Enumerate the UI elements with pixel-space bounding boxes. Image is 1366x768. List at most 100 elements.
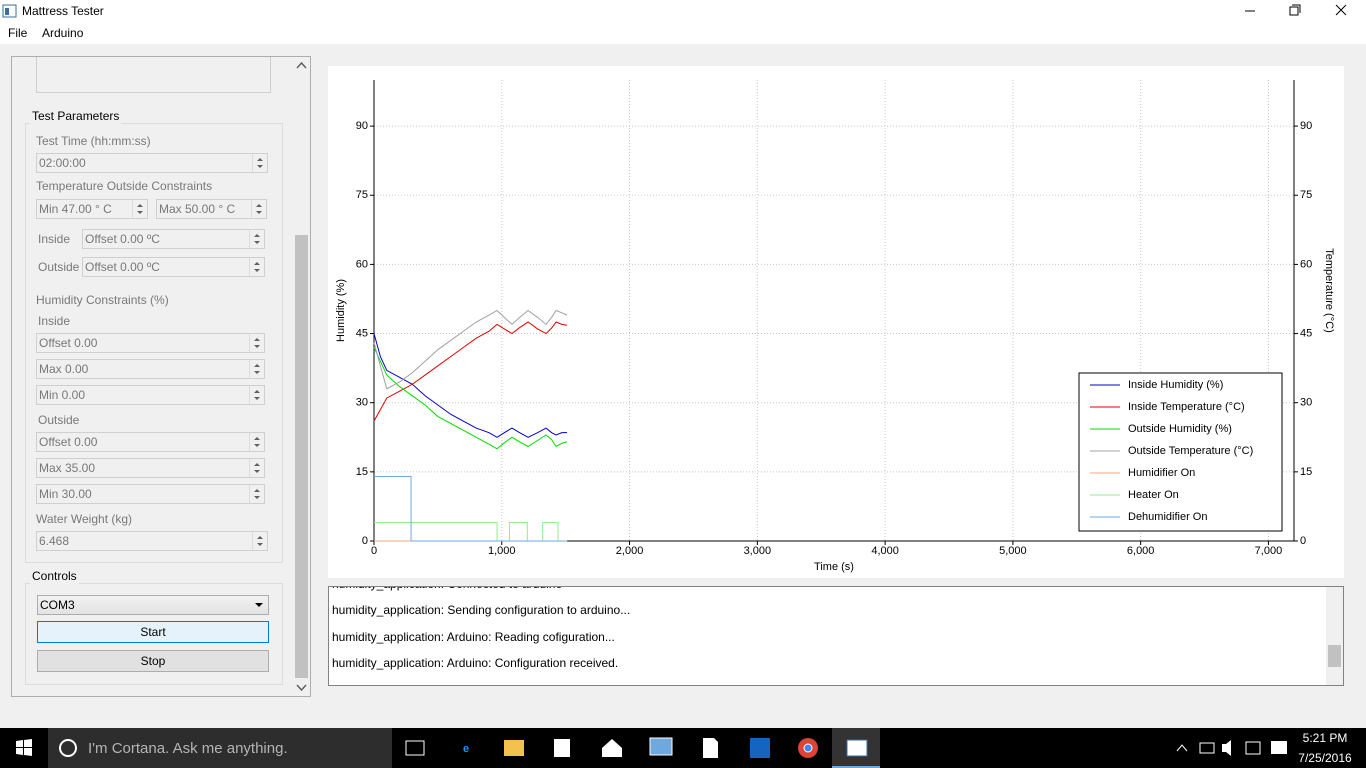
- field-label: Outside: [38, 260, 80, 274]
- spin-box[interactable]: Min 30.00: [36, 484, 265, 504]
- spin-down[interactable]: [254, 444, 260, 447]
- field-label: Outside: [38, 413, 80, 427]
- spin-box[interactable]: Offset 0.00 ºC: [82, 257, 265, 277]
- spin-up[interactable]: [254, 364, 260, 367]
- spin-arrows[interactable]: [249, 386, 264, 404]
- y2-tick-label: 30: [1300, 397, 1312, 409]
- spin-up[interactable]: [254, 338, 260, 341]
- port-combo[interactable]: COM3: [37, 595, 269, 615]
- spin-up[interactable]: [257, 536, 263, 539]
- spin-up[interactable]: [256, 204, 262, 207]
- scrollbar-thumb[interactable]: [295, 235, 308, 678]
- clock-time[interactable]: 5:21 PM: [1302, 731, 1348, 745]
- spin-down[interactable]: [254, 345, 260, 348]
- keyboard-icon[interactable]: [1245, 741, 1261, 755]
- spin-up[interactable]: [257, 158, 263, 161]
- legend-label: Dehumidifier On: [1128, 511, 1207, 523]
- spin-arrows[interactable]: [249, 459, 264, 477]
- data-line: [373, 321, 568, 422]
- button[interactable]: Start: [37, 621, 269, 643]
- spin-down[interactable]: [256, 211, 262, 214]
- spin-up[interactable]: [137, 204, 143, 207]
- clock-date[interactable]: 7/25/2016: [1298, 751, 1352, 765]
- file-icon[interactable]: [703, 738, 718, 758]
- menu-item[interactable]: File: [8, 26, 28, 40]
- spin-up[interactable]: [254, 437, 260, 440]
- spin-arrows[interactable]: [249, 485, 264, 503]
- scroll-down[interactable]: [296, 684, 307, 692]
- restore[interactable]: [1289, 6, 1299, 16]
- spin-box[interactable]: Max 50.00 ° C: [156, 199, 267, 219]
- spin-down[interactable]: [254, 470, 260, 473]
- spin-arrows[interactable]: [251, 200, 266, 218]
- battery-icon[interactable]: [1199, 742, 1215, 754]
- volume-icon[interactable]: [1222, 740, 1231, 756]
- spin-arrows[interactable]: [249, 360, 264, 378]
- y-tick-label: 75: [356, 189, 368, 201]
- close[interactable]: [1335, 4, 1347, 16]
- spin-down[interactable]: [257, 165, 263, 168]
- spin-down[interactable]: [254, 269, 260, 272]
- spin-box[interactable]: Max 35.00: [36, 458, 265, 478]
- log-line: humidity_application: Arduino: Reading c…: [332, 629, 615, 644]
- settings-panel: Test Parameters Test Time (hh:mm:ss) Tempe…: [11, 56, 311, 697]
- spin-box[interactable]: Offset 0.00 ºC: [82, 229, 265, 249]
- menu-item[interactable]: Arduino: [42, 26, 84, 40]
- task-view[interactable]: [405, 740, 425, 756]
- edge-icon[interactable]: e: [463, 743, 469, 755]
- spin-box[interactable]: Min 0.00: [36, 385, 265, 405]
- legend-label: Inside Temperature (°C): [1128, 401, 1245, 413]
- spin-box[interactable]: Offset 0.00: [36, 432, 265, 452]
- app-icon[interactable]: [750, 738, 770, 758]
- spin-arrows[interactable]: [252, 532, 267, 550]
- spin-arrows[interactable]: [249, 230, 264, 248]
- spin-down[interactable]: [254, 397, 260, 400]
- spin-up[interactable]: [254, 489, 260, 492]
- spin-box[interactable]: 02:00:00: [36, 153, 268, 173]
- legend-label: Heater On: [1128, 489, 1179, 501]
- log-scroll-thumb[interactable]: [1328, 645, 1341, 667]
- spin-arrows[interactable]: [249, 334, 264, 352]
- spin-up[interactable]: [254, 463, 260, 466]
- spin-box[interactable]: Min 47.00 ° C: [36, 199, 148, 219]
- spin-down[interactable]: [254, 496, 260, 499]
- spin-up[interactable]: [254, 234, 260, 237]
- y2-tick-label: 75: [1300, 189, 1312, 201]
- spin-arrows[interactable]: [249, 258, 264, 276]
- x-axis-label: Time (s): [814, 561, 854, 573]
- log-line: humidity_application: Sending configurat…: [332, 603, 631, 618]
- home-icon[interactable]: [602, 739, 622, 757]
- search-text[interactable]: I'm Cortana. Ask me anything.: [88, 740, 288, 757]
- spin-arrows[interactable]: [252, 154, 267, 172]
- log-panel: humidity_application: Connected to ardui…: [328, 586, 1344, 686]
- store-icon[interactable]: [554, 739, 570, 757]
- spin-box[interactable]: 6.468: [36, 531, 268, 551]
- spin-arrows[interactable]: [249, 433, 264, 451]
- start-button[interactable]: [16, 739, 32, 756]
- spin-value: Max 35.00: [39, 461, 96, 475]
- spin-up[interactable]: [254, 390, 260, 393]
- app-icon: [2, 4, 17, 18]
- app-icon[interactable]: [649, 737, 673, 756]
- spin-down[interactable]: [254, 371, 260, 374]
- data-line: [373, 309, 568, 390]
- y2-tick-label: 60: [1300, 258, 1312, 270]
- spin-down[interactable]: [254, 241, 260, 244]
- notification-icon[interactable]: [1271, 741, 1287, 754]
- spin-down[interactable]: [257, 543, 263, 546]
- x-tick-label: 2,000: [616, 545, 644, 557]
- explorer-icon[interactable]: [504, 740, 524, 756]
- y-tick-label: 90: [356, 120, 368, 132]
- button[interactable]: Stop: [37, 650, 269, 672]
- spin-arrows[interactable]: [132, 200, 147, 218]
- scroll-up[interactable]: [296, 61, 307, 69]
- spin-down[interactable]: [137, 211, 143, 214]
- spin-up[interactable]: [254, 262, 260, 265]
- spin-box[interactable]: Max 0.00: [36, 359, 265, 379]
- y-tick-label: 60: [356, 258, 368, 270]
- search-box[interactable]: [48, 728, 392, 768]
- combo-arrow[interactable]: [252, 596, 266, 614]
- field-label: Test Time (hh:mm:ss): [36, 134, 151, 148]
- tray-arrow[interactable]: [1176, 744, 1188, 752]
- spin-box[interactable]: Offset 0.00: [36, 333, 265, 353]
